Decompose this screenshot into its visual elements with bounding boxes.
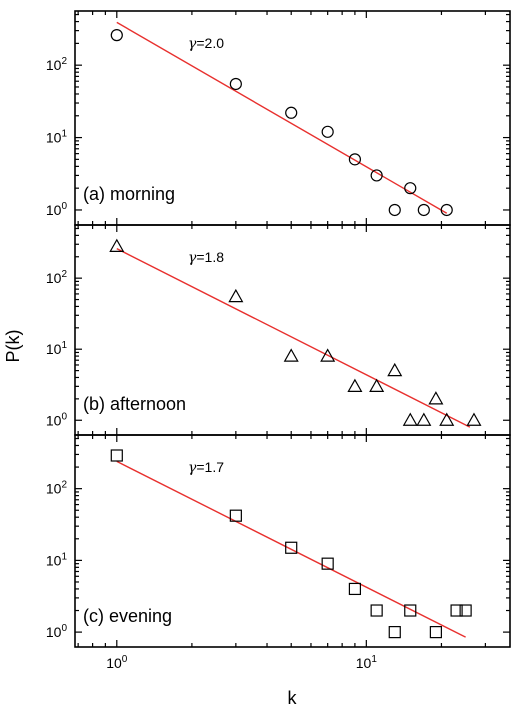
data-point xyxy=(450,604,463,617)
data-point xyxy=(417,203,430,217)
fit-line xyxy=(116,21,448,214)
data-point xyxy=(110,29,123,42)
y-tick-label: 101 xyxy=(46,551,68,568)
data-point xyxy=(439,412,455,426)
y-tick-label: 102 xyxy=(46,480,68,497)
panel-label: (c) evening xyxy=(83,606,172,626)
data-point xyxy=(320,348,336,362)
data-point xyxy=(321,125,334,138)
gamma-annotation: γ=2.0 xyxy=(188,35,224,52)
data-point xyxy=(369,378,385,392)
panel-label: (b) afternoon xyxy=(83,394,186,414)
y-axis-title: P(k) xyxy=(3,330,23,363)
panel-1: 100 101 102 (a) morning γ=2.0 xyxy=(46,10,511,226)
data-point xyxy=(440,203,453,217)
data-point xyxy=(109,238,125,252)
y-tick-label: 101 xyxy=(46,340,68,357)
data-point xyxy=(370,169,383,182)
data-point xyxy=(459,604,472,617)
data-point xyxy=(348,153,362,166)
x-axis-title: k xyxy=(288,688,298,708)
gamma-annotation: γ=1.8 xyxy=(188,249,224,266)
y-tick-label: 102 xyxy=(46,269,68,286)
data-point xyxy=(321,557,334,570)
data-point xyxy=(348,582,362,596)
data-point xyxy=(285,106,298,119)
data-point xyxy=(404,604,417,617)
gamma-annotation: γ=1.7 xyxy=(188,459,224,476)
data-point xyxy=(229,509,242,522)
data-point xyxy=(387,362,403,377)
data-point xyxy=(404,182,417,195)
data-point xyxy=(229,77,242,91)
x-tick-label: 101 xyxy=(356,654,378,671)
data-point xyxy=(416,412,432,426)
data-point xyxy=(228,288,244,303)
data-point xyxy=(283,348,299,362)
data-point xyxy=(110,449,123,462)
panel-2: 100 101 102 (b) afternoon γ=1.8 xyxy=(46,224,511,436)
x-tick-label: 100 xyxy=(106,654,128,671)
data-point xyxy=(388,203,401,217)
data-point xyxy=(428,391,444,405)
fit-line xyxy=(116,248,471,428)
data-point xyxy=(370,604,383,617)
data-point xyxy=(429,626,442,639)
plot-frame xyxy=(74,434,511,648)
data-point xyxy=(285,541,298,554)
fit-line xyxy=(116,460,466,638)
data-point xyxy=(466,412,482,426)
data-point xyxy=(402,412,418,426)
data-point xyxy=(347,378,363,392)
y-tick-label: 102 xyxy=(46,56,68,73)
y-tick-label: 100 xyxy=(46,623,68,640)
y-tick-label: 100 xyxy=(46,201,68,218)
y-tick-label: 101 xyxy=(46,129,68,146)
panel-3: 100 101 102 (c) evening γ=1.7 xyxy=(46,434,511,648)
panel-label: (a) morning xyxy=(83,184,175,204)
y-tick-label: 100 xyxy=(46,411,68,428)
data-point xyxy=(388,626,401,639)
